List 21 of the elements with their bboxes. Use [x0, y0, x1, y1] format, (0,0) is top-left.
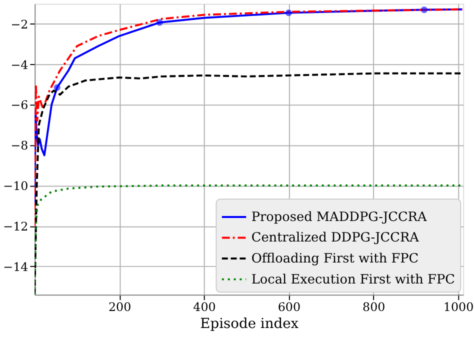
x-axis-title: Episode index [200, 316, 299, 332]
legend-label: Centralized DDPG-JCCRA [251, 230, 420, 246]
y-tick-label: −6 [10, 98, 28, 112]
x-tick-label: 400 [193, 300, 216, 314]
x-tick-label: 600 [278, 300, 300, 314]
legend-label: Offloading First with FPC [251, 251, 419, 266]
y-tick-label: −8 [10, 138, 28, 153]
x-tick-label: 1000 [443, 300, 474, 314]
y-tick-label: −2 [10, 17, 28, 32]
x-tick-label: 200 [108, 300, 132, 314]
y-tick-label: −14 [3, 260, 28, 274]
y-tick-label: −12 [3, 219, 28, 234]
y-tick-label: −4 [10, 58, 28, 72]
y-tick-label: −10 [3, 178, 28, 193]
point [420, 6, 428, 14]
point [54, 84, 60, 91]
x-tick-label: 800 [362, 300, 386, 314]
legend-label: Proposed MADDPG-JCCRA [251, 210, 428, 225]
legend-label: Local Execution First with FPC [251, 272, 456, 288]
point [285, 9, 292, 16]
point [156, 19, 163, 26]
